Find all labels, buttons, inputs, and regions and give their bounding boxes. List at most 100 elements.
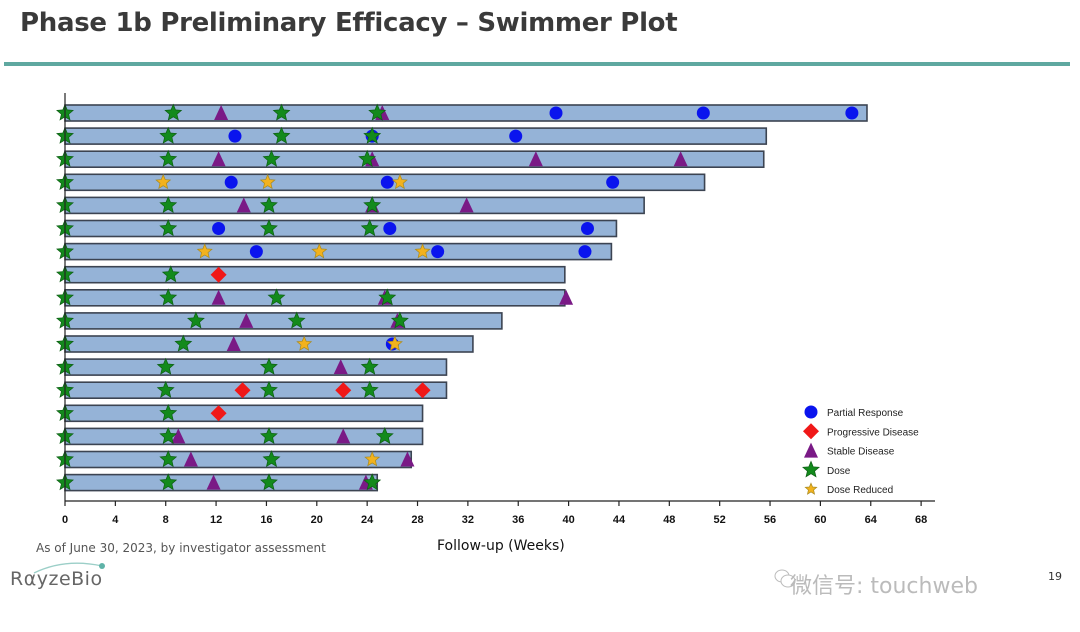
dose-marker: [375, 426, 394, 445]
dose-marker: [159, 403, 178, 421]
x-tick-label: 16: [260, 514, 272, 526]
dose-marker: [368, 103, 387, 121]
x-tick-label: 44: [613, 514, 626, 526]
title-divider: [4, 62, 1070, 66]
progressive-disease-marker: [414, 382, 431, 399]
stable-disease-marker: [528, 151, 543, 167]
dose-marker: [802, 460, 820, 478]
progressive-disease-marker: [234, 382, 251, 399]
legend-label: Partial Response: [827, 408, 904, 419]
legend-label: Progressive Disease: [827, 427, 919, 438]
dose-reduced-marker: [196, 243, 213, 259]
x-tick-label: 64: [865, 514, 878, 526]
stable-disease-marker: [559, 289, 574, 305]
stable-disease-marker: [400, 451, 415, 467]
page-number: 19: [1048, 570, 1062, 583]
dose-marker: [159, 195, 178, 214]
dose-reduced-marker: [155, 173, 172, 190]
company-logo: RαyzeBio: [10, 568, 103, 590]
stable-disease-marker: [804, 442, 818, 458]
dose-marker: [156, 357, 175, 375]
partial-response-marker: [578, 245, 592, 259]
stable-disease-marker: [226, 336, 241, 351]
dose-marker: [159, 288, 178, 306]
slide-title: Phase 1b Preliminary Efficacy – Swimmer …: [20, 8, 678, 38]
stable-disease-marker: [333, 359, 348, 375]
dose-marker: [390, 311, 409, 329]
progressive-disease-marker: [210, 405, 227, 422]
patient-bar: [64, 381, 448, 400]
patient-bar: [64, 196, 645, 215]
dose-marker: [159, 450, 178, 468]
partial-response-marker: [228, 129, 242, 143]
x-tick-label: 52: [714, 514, 726, 526]
dose-marker: [360, 380, 379, 398]
stable-disease-marker: [239, 312, 254, 328]
dose-reduced-marker: [391, 173, 408, 190]
bars-layer: [64, 104, 868, 492]
dose-marker: [260, 473, 278, 491]
x-tick-label: 20: [311, 514, 323, 526]
partial-response-marker: [431, 245, 445, 259]
watermark: 微信号: touchweb: [790, 574, 978, 599]
dose-marker: [378, 288, 397, 306]
patient-bar: [64, 288, 566, 307]
dose-marker: [262, 450, 281, 468]
patient-bar: [64, 104, 868, 122]
stable-disease-marker: [236, 197, 251, 213]
stable-disease-marker: [459, 197, 474, 213]
patient-bar: [64, 450, 413, 469]
dose-marker: [159, 126, 178, 144]
dose-reduced-marker: [414, 243, 431, 259]
legend-label: Stable Disease: [827, 447, 895, 458]
partial-response-marker: [580, 222, 594, 235]
dose-marker: [187, 311, 205, 329]
dose-marker: [272, 103, 291, 121]
partial-response-marker: [549, 106, 563, 120]
partial-response-marker: [212, 222, 226, 235]
patient-bar: [64, 312, 503, 330]
dose-marker: [363, 195, 382, 214]
x-tick-label: 24: [361, 514, 374, 526]
dose-marker: [260, 426, 278, 445]
dose-marker: [161, 265, 180, 283]
dose-marker: [260, 219, 278, 237]
footnote: As of June 30, 2023, by investigator ass…: [36, 541, 326, 555]
legend: Partial Response Progressive Disease Stabl…: [802, 405, 919, 496]
x-tick-label: 12: [210, 514, 222, 526]
x-tick-label: 48: [663, 514, 675, 526]
dose-marker: [156, 380, 175, 398]
dose-marker: [159, 473, 178, 491]
wechat-icon: [774, 569, 796, 588]
patient-bar: [64, 265, 566, 284]
partial-response-marker: [845, 106, 859, 120]
stable-disease-marker: [211, 151, 226, 167]
partial-response-marker: [509, 129, 523, 143]
x-tick-label: 40: [562, 514, 574, 526]
dose-marker: [272, 126, 291, 144]
dose-marker: [267, 288, 286, 306]
dose-reduced-marker: [386, 335, 403, 351]
dose-marker: [260, 357, 278, 375]
partial-response-marker: [249, 245, 263, 259]
patient-bar: [64, 404, 424, 423]
x-tick-label: 56: [764, 514, 776, 526]
legend-label: Dose: [827, 466, 851, 477]
x-tick-label: 4: [112, 514, 119, 526]
dose-marker: [159, 219, 178, 237]
patient-bar: [64, 427, 424, 446]
partial-response-marker: [383, 222, 397, 235]
dose-marker: [260, 380, 278, 398]
progressive-disease-marker: [803, 423, 819, 440]
patient-bar: [64, 219, 618, 238]
partial-response-marker: [224, 175, 238, 189]
progressive-disease-marker: [335, 382, 352, 399]
x-tick-label: 32: [462, 514, 474, 526]
dose-reduced-marker: [259, 173, 276, 190]
partial-response-marker: [696, 106, 710, 120]
logo-arc-icon: [33, 562, 105, 574]
progressive-disease-marker: [210, 266, 227, 283]
x-tick-label: 60: [814, 514, 826, 526]
patient-bar: [64, 242, 613, 261]
